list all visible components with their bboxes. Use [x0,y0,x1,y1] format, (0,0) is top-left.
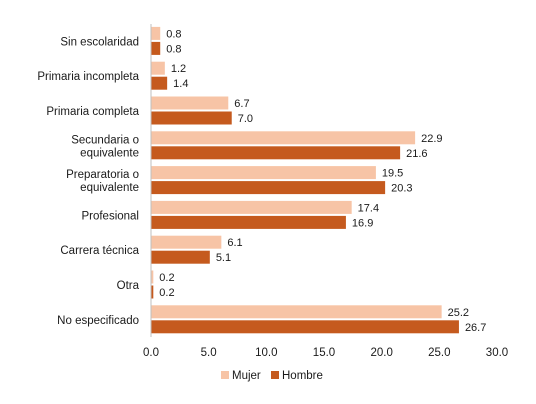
bar-mujer [151,305,442,319]
data-label: 6.1 [227,237,242,249]
bar-hombre [151,146,401,160]
bar-mujer [151,131,416,145]
data-label: 0.2 [159,272,174,284]
x-tick-label: 10.0 [255,347,277,359]
category-label: Secundaria o [71,134,139,146]
category-label: equivalente [80,147,139,159]
bar-mujer [151,26,161,40]
category-label: Carrera técnica [60,245,139,257]
bar-mujer [151,270,154,284]
legend: Mujer Hombre [221,370,323,382]
legend-swatch-hombre [271,371,279,379]
data-label: 6.7 [234,98,249,110]
bar-hombre [151,41,161,55]
data-label: 1.4 [173,78,188,90]
bar-hombre [151,250,210,264]
data-label: 17.4 [358,202,379,214]
bar-hombre [151,285,154,299]
data-label: 7.0 [238,113,253,125]
labels-group: Sin escolaridad 0.8 0.8 Primaria incompleta… [37,28,486,333]
data-label: 20.3 [391,183,412,195]
legend-swatch-mujer [221,371,229,379]
bar-mujer [151,235,222,249]
category-label: Otra [117,280,140,292]
bar-hombre [151,181,386,195]
category-label: Profesional [81,210,139,222]
x-tick-label: 20.0 [370,347,392,359]
legend-label-hombre: Hombre [282,370,323,382]
data-label: 25.2 [448,307,469,319]
x-tick-label: 30.0 [486,347,508,359]
bar-mujer [151,96,229,110]
x-axis-ticks: 0.0 5.0 10.0 15.0 20.0 25.0 30.0 [143,347,508,359]
bar-mujer [151,166,376,180]
data-label: 26.7 [465,322,486,334]
bar-mujer [151,61,165,75]
data-label: 16.9 [352,217,373,229]
category-label: Primaria completa [46,106,139,118]
data-label: 0.8 [166,43,181,55]
x-tick-label: 5.0 [201,347,217,359]
data-label: 21.6 [406,148,427,160]
data-label: 0.8 [166,28,181,40]
data-label: 0.2 [159,287,174,299]
data-label: 1.2 [171,63,186,75]
category-label: equivalente [80,182,139,194]
bars-group [151,26,459,334]
x-tick-label: 0.0 [143,347,159,359]
category-label: Preparatoria o [66,169,139,181]
x-tick-label: 15.0 [313,347,335,359]
category-label: Sin escolaridad [60,36,139,48]
bar-mujer [151,200,352,214]
data-label: 22.9 [421,133,442,145]
category-label: Primaria incompleta [37,71,139,83]
legend-label-mujer: Mujer [232,370,261,382]
category-label: No especificado [57,315,139,327]
data-label: 19.5 [382,168,403,180]
bar-hombre [151,76,168,90]
bar-hombre [151,320,459,334]
data-label: 5.1 [216,252,231,264]
bar-hombre [151,215,346,229]
bar-hombre [151,111,232,125]
x-tick-label: 25.0 [428,347,450,359]
